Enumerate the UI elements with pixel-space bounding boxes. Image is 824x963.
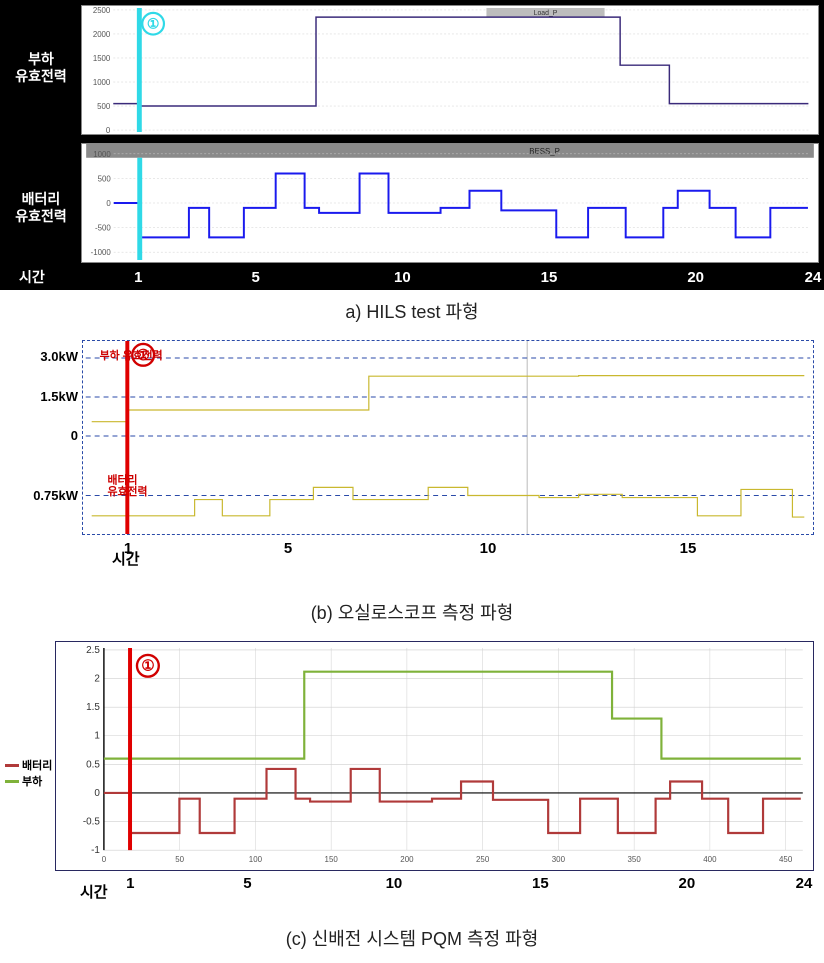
panel-a-xtick: 15 [541,269,558,286]
panel-b-xtick: 15 [680,540,697,557]
panel-b-scope: ①부하 유효전력배터리유효전력 3.0kW1.5kW00.75kW 시간 151… [0,336,824,591]
svg-text:1000: 1000 [93,150,111,159]
panel-a-label-batt: 배터리 유효전력 [1,191,81,225]
panel-c-caption: (c) 신배전 시스템 PQM 측정 파형 [0,917,824,963]
svg-text:2500: 2500 [93,6,111,15]
svg-text:0: 0 [106,126,111,134]
panel-c-xtick: 15 [532,875,549,892]
panel-b-ytick: 0.75kW [0,488,78,503]
panel-a-caption: a) HILS test 파형 [0,290,824,336]
legend-item-batt: 배터리 [5,757,52,773]
svg-text:0: 0 [102,855,107,864]
svg-text:1500: 1500 [93,54,111,63]
svg-text:-500: -500 [95,224,111,233]
panel-a-xtick: 1 [134,269,142,286]
panel-b-xtick: 10 [480,540,497,557]
panel-c-plot: -1 -0.5 0 0.5 1 1.5 2 2.5 0 50 100 150 200 250 300 350 4… [55,641,814,871]
panel-a-plot-batt: BESS_P -1000 -500 0 500 1000 [81,143,819,263]
svg-text:200: 200 [400,855,414,864]
legend-item-load: 부하 [5,773,52,789]
svg-text:-0.5: -0.5 [83,817,101,828]
panel-a-hils: 부하 유효전력 배터리 유효전력 05001000150020002500Loa… [0,0,824,290]
svg-text:2: 2 [94,674,100,685]
panel-b-ytick: 1.5kW [0,389,78,404]
svg-text:0: 0 [106,199,111,208]
panel-a-plot-load: 0 500 1000 1500 2000 2500 Load_P ① [81,5,819,135]
panel-b-plot: ①부하 유효전력배터리유효전력 [82,340,814,535]
svg-text:450: 450 [779,855,793,864]
svg-text:150: 150 [325,855,339,864]
panel-a-xtick: 10 [394,269,411,286]
svg-text:1: 1 [94,731,100,742]
svg-text:BESS_P: BESS_P [529,147,560,156]
panel-c-xtick: 20 [678,875,695,892]
svg-text:50: 50 [175,855,184,864]
svg-text:부하 유효전력: 부하 유효전력 [100,348,163,362]
panel-c-xtick: 10 [386,875,403,892]
svg-text:0: 0 [94,788,100,799]
panel-b-xtick: 5 [284,540,292,557]
panel-a-xtick: 5 [251,269,259,286]
panel-c-xtick: 5 [243,875,251,892]
svg-text:1000: 1000 [93,78,111,87]
svg-text:250: 250 [476,855,490,864]
svg-text:-1000: -1000 [91,248,112,257]
panel-c-xtick: 1 [126,875,134,892]
panel-c-pqm: 배터리 부하 -1 -0.5 0 0.5 1 1.5 2 2.5 0 50 100 150 200 250… [0,637,824,917]
panel-b-ytick: 3.0kW [0,349,78,364]
svg-text:①: ① [147,17,159,32]
svg-text:Load_P: Load_P [534,10,558,17]
svg-text:500: 500 [97,102,111,111]
svg-text:500: 500 [98,174,112,183]
panel-b-ytick: 0 [0,428,78,443]
panel-a-label-load: 부하 유효전력 [1,51,81,85]
svg-text:-1: -1 [91,845,100,856]
panel-a-xtick: 20 [687,269,704,286]
panel-b-xtick: 1 [124,540,132,557]
svg-text:300: 300 [552,855,566,864]
svg-text:400: 400 [703,855,717,864]
panel-b-caption: (b) 오실로스코프 측정 파형 [0,591,824,637]
panel-c-legend: 배터리 부하 [5,757,52,789]
panel-c-xtick: 24 [796,875,813,892]
svg-text:0.5: 0.5 [86,759,100,770]
panel-a-time-label: 시간 [19,267,45,287]
panel-a-xtick: 24 [805,269,822,286]
svg-text:배터리유효전력: 배터리유효전력 [108,472,148,498]
svg-text:2.5: 2.5 [86,645,100,656]
svg-text:350: 350 [628,855,642,864]
svg-text:2000: 2000 [93,30,111,39]
svg-text:100: 100 [249,855,263,864]
svg-text:1.5: 1.5 [86,702,100,713]
panel-a-xaxis: 시간 1510152024 [1,265,823,289]
svg-text:①: ① [141,659,154,675]
